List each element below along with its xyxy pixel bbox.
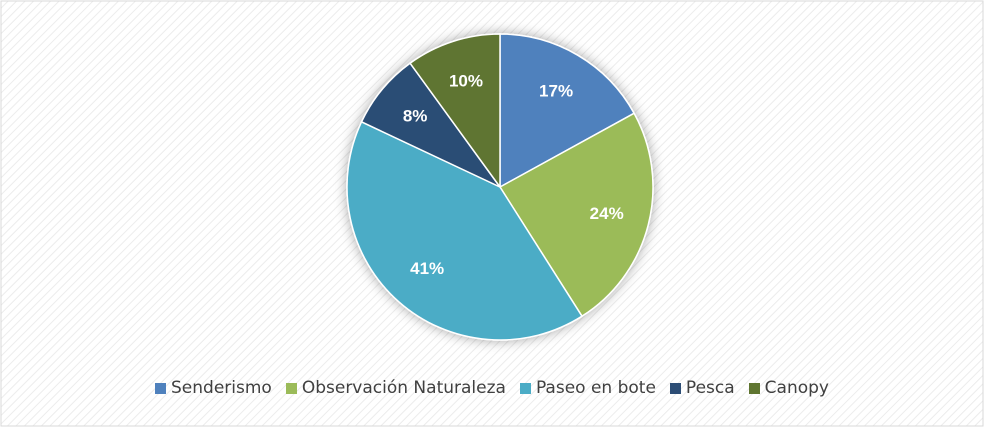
pie — [346, 33, 654, 341]
legend-label: Canopy — [764, 378, 829, 398]
legend-swatch — [155, 382, 167, 394]
data-label: 17% — [539, 82, 573, 101]
legend-item: Senderismo — [155, 378, 272, 398]
legend-item: Canopy — [748, 378, 829, 398]
legend-label: Senderismo — [171, 378, 272, 398]
legend-item: Observación Naturaleza — [285, 378, 506, 398]
data-label: 41% — [410, 259, 444, 278]
legend: Senderismo Observación Naturaleza Paseo en… — [0, 378, 984, 398]
legend-swatch — [748, 382, 760, 394]
legend-item: Pesca — [669, 378, 735, 398]
data-labels: 17% 24% 41% 8% 10% — [403, 72, 624, 278]
legend-label: Observación Naturaleza — [301, 378, 506, 398]
legend-swatch — [669, 382, 681, 394]
legend-swatch — [285, 382, 297, 394]
pie-slice — [409, 33, 501, 190]
pie-slice — [498, 112, 654, 318]
legend-item: Paseo en bote — [519, 378, 656, 398]
legend-label: Paseo en bote — [535, 378, 656, 398]
pie-slice — [346, 120, 584, 341]
data-label: 10% — [449, 72, 483, 91]
pie-slice — [499, 33, 636, 189]
legend-swatch — [519, 382, 531, 394]
legend-label: Pesca — [685, 378, 735, 398]
data-label: 24% — [590, 204, 624, 223]
data-label: 8% — [403, 106, 428, 125]
